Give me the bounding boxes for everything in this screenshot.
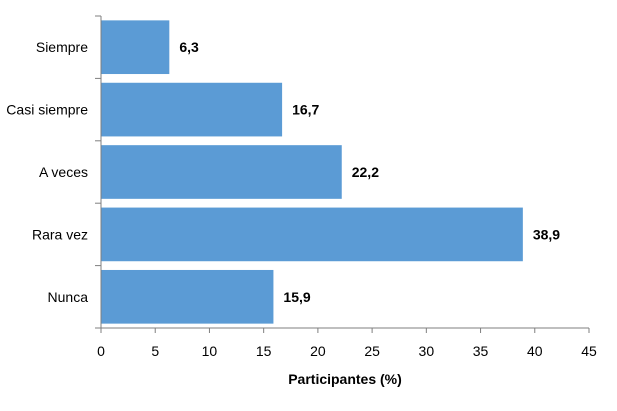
value-labels-group: 6,3 16,7 22,2 38,9 15,9: [179, 39, 560, 305]
category-label-a-veces: A veces: [39, 164, 88, 180]
bar-nunca: [101, 269, 274, 324]
value-label-rara-vez: 38,9: [533, 226, 560, 242]
x-tick-label-35: 35: [473, 343, 489, 359]
x-tick-label-15: 15: [256, 343, 272, 359]
category-label-siempre: Siempre: [36, 39, 88, 55]
bar-casi-siempre: [101, 82, 283, 137]
x-tick-label-10: 10: [202, 343, 218, 359]
category-labels-group: Siempre Casi siempre A veces Rara vez Nunca: [6, 39, 88, 305]
value-label-a-veces: 22,2: [352, 164, 379, 180]
value-label-nunca: 15,9: [283, 289, 310, 305]
x-axis-title: Participantes (%): [288, 371, 402, 387]
x-ticks-group: 0 5 10 15 20 25 30 35 40 45: [95, 15, 597, 359]
x-tick-label-30: 30: [419, 343, 435, 359]
x-tick-label-40: 40: [527, 343, 543, 359]
x-tick-label-5: 5: [151, 343, 159, 359]
axes-group: [100, 16, 589, 329]
bar-rara-vez: [101, 207, 523, 262]
x-tick-label-20: 20: [310, 343, 326, 359]
bar-a-veces: [101, 145, 342, 199]
category-label-casi-siempre: Casi siempre: [6, 102, 88, 118]
x-tick-label-0: 0: [97, 343, 105, 359]
bar-siempre: [101, 20, 170, 75]
category-label-rara-vez: Rara vez: [32, 226, 88, 242]
x-tick-label-45: 45: [581, 343, 597, 359]
category-label-nunca: Nunca: [48, 289, 89, 305]
x-tick-label-25: 25: [364, 343, 380, 359]
value-label-casi-siempre: 16,7: [292, 102, 319, 118]
bars-group: [101, 20, 523, 324]
value-label-siempre: 6,3: [179, 39, 199, 55]
